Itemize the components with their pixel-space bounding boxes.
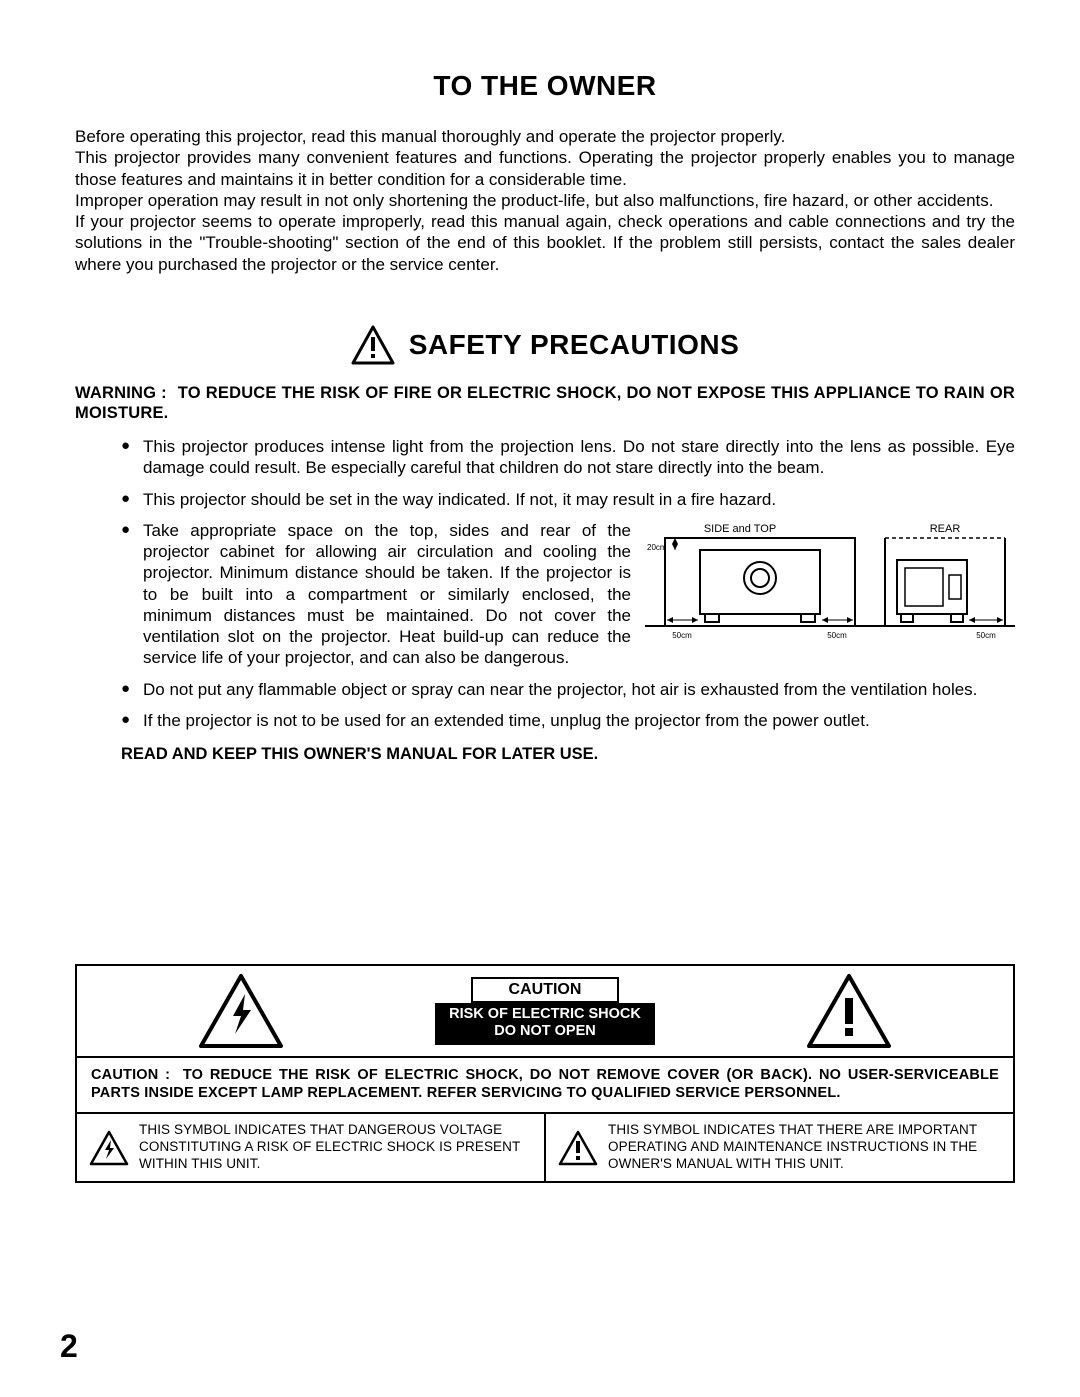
caution-center: CAUTION RISK OF ELECTRIC SHOCK DO NOT OP… — [435, 977, 655, 1046]
warning-lead: WARNING : — [75, 384, 167, 402]
svg-text:50cm: 50cm — [672, 631, 692, 640]
safety-heading-label: SAFETY PRECAUTIONS — [409, 329, 740, 361]
warning-triangle-icon — [805, 972, 893, 1050]
intro-para-3: Improper operation may result in not onl… — [75, 190, 1015, 211]
bullet-item: Do not put any flammable object or spray… — [121, 679, 1015, 700]
caution-mid-lead: CAUTION : — [91, 1067, 170, 1083]
svg-text:50cm: 50cm — [827, 631, 847, 640]
caution-risk-l1: RISK OF ELECTRIC SHOCK — [449, 1006, 641, 1023]
diagram-label-rear: REAR — [930, 523, 961, 535]
bullet-item: This projector produces intense light fr… — [121, 436, 1015, 479]
caution-title: CAUTION — [471, 977, 620, 1003]
bullet-text: Take appropriate space on the top, sides… — [143, 520, 631, 669]
intro-para-1: Before operating this projector, read th… — [75, 126, 1015, 147]
safety-heading: SAFETY PRECAUTIONS — [75, 325, 1015, 365]
bullet-item: This projector should be set in the way … — [121, 489, 1015, 510]
diagram-label-side-top: SIDE and TOP — [704, 523, 776, 535]
warning-triangle-icon — [558, 1130, 598, 1166]
caution-right-text: THIS SYMBOL INDICATES THAT THERE ARE IMP… — [608, 1122, 1001, 1173]
warning-line: WARNING : TO REDUCE THE RISK OF FIRE OR … — [75, 383, 1015, 424]
caution-mid-body: TO REDUCE THE RISK OF ELECTRIC SHOCK, DO… — [91, 1067, 999, 1101]
caution-risk-l2: DO NOT OPEN — [449, 1023, 641, 1040]
page-number: 2 — [60, 1328, 78, 1365]
caution-bottom-left: THIS SYMBOL INDICATES THAT DANGEROUS VOL… — [77, 1114, 544, 1181]
caution-left-text: THIS SYMBOL INDICATES THAT DANGEROUS VOL… — [139, 1122, 532, 1173]
shock-triangle-icon — [89, 1130, 129, 1166]
page-title: TO THE OWNER — [75, 70, 1015, 102]
intro-para-2: This projector provides many convenient … — [75, 147, 1015, 190]
intro-para-4: If your projector seems to operate impro… — [75, 211, 1015, 275]
svg-text:20cm: 20cm — [647, 543, 667, 552]
intro-section: Before operating this projector, read th… — [75, 126, 1015, 275]
bullet-item-with-figure: Take appropriate space on the top, sides… — [121, 520, 1015, 669]
warning-triangle-icon — [351, 325, 395, 365]
caution-mid: CAUTION : TO REDUCE THE RISK OF ELECTRIC… — [77, 1058, 1013, 1114]
shock-triangle-icon — [197, 972, 285, 1050]
caution-top-row: CAUTION RISK OF ELECTRIC SHOCK DO NOT OP… — [77, 966, 1013, 1058]
bullet-item: If the projector is not to be used for a… — [121, 710, 1015, 731]
warning-body: TO REDUCE THE RISK OF FIRE OR ELECTRIC S… — [75, 384, 1015, 423]
caution-box: CAUTION RISK OF ELECTRIC SHOCK DO NOT OP… — [75, 964, 1015, 1183]
safety-bullets: This projector produces intense light fr… — [75, 436, 1015, 731]
clearance-diagram: SIDE and TOP REAR 20cm — [645, 520, 1015, 650]
caution-mid-text: CAUTION : TO REDUCE THE RISK OF ELECTRIC… — [91, 1066, 999, 1102]
svg-text:50cm: 50cm — [976, 631, 996, 640]
caution-risk-box: RISK OF ELECTRIC SHOCK DO NOT OPEN — [435, 1003, 655, 1046]
caution-bottom-right: THIS SYMBOL INDICATES THAT THERE ARE IMP… — [544, 1114, 1013, 1181]
manual-page: TO THE OWNER Before operating this proje… — [0, 0, 1080, 1397]
keep-manual-line: READ AND KEEP THIS OWNER'S MANUAL FOR LA… — [75, 745, 1015, 764]
caution-bottom: THIS SYMBOL INDICATES THAT DANGEROUS VOL… — [77, 1114, 1013, 1181]
